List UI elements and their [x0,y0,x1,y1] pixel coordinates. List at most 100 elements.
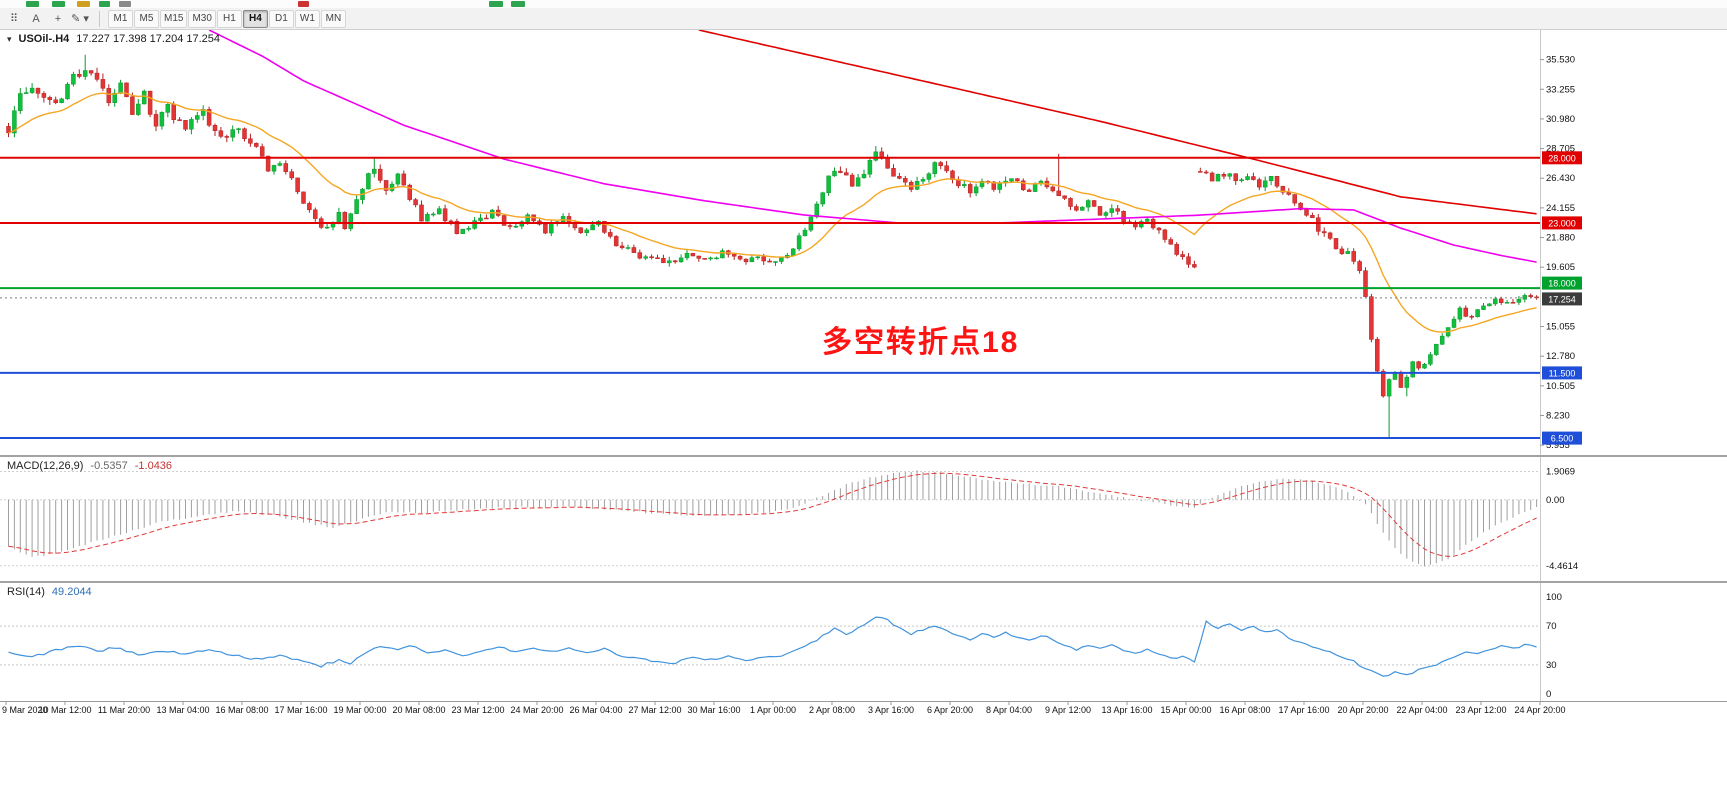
time-label: 9 Mar 2020 [2,705,48,715]
candle-body [242,128,247,139]
time-label: 17 Apr 16:00 [1278,705,1329,715]
price-tag-11.500-text: 11.500 [1549,368,1576,378]
candle-body [1050,186,1056,192]
candle-body [82,70,88,77]
toolbar-divider [99,10,100,27]
candle-body [749,257,755,263]
time-label: 8 Apr 04:00 [986,705,1032,715]
candle-body [112,92,117,103]
chart-area: 35.530 33.255 30.980 28.705 26.430 24.155 21.8… [0,30,1727,717]
tf-button-M30[interactable]: M30 [188,9,216,28]
candle-body [283,163,289,172]
candle-body [336,212,342,224]
tf-button-M5[interactable]: M5 [134,9,159,28]
main-price-chart[interactable]: 35.530 33.255 30.980 28.705 26.430 24.155 21.8… [0,30,1727,455]
candle-body [431,213,436,216]
candle-body [1068,198,1073,207]
draw-tools-dropdown-icon[interactable]: ✎ ▾ [69,10,91,28]
candle-body [1268,176,1274,182]
macd-name: MACD(12,26,9) [7,460,84,472]
tf-button-H4[interactable]: H4 [242,9,268,28]
candle-body [1410,361,1415,378]
time-label: 22 Apr 04:00 [1396,705,1447,715]
candle-body [1345,251,1351,254]
candle-body [1422,364,1427,369]
time-label: 1 Apr 00:00 [750,705,796,715]
macd-main-value: -0.5357 [90,460,128,472]
candle-body [920,179,926,182]
candle-body [124,82,129,98]
candle-body [1375,339,1380,372]
candle-body [372,168,377,174]
candle-body [578,227,584,233]
candle-body [1257,179,1262,188]
candle-body [484,217,489,220]
panel-separator-rsi[interactable] [0,581,1727,583]
candle-body [65,83,70,100]
candle-body [1310,215,1315,219]
candle-body [1262,180,1268,188]
clipped-icon [119,1,131,7]
crosshair-tool-icon[interactable]: + [47,10,69,28]
symbol-dropdown-icon[interactable]: ▾ [7,33,12,44]
timeframe-switcher: M1 M5 M15 M30 H1 H4 D1 W1 MN [108,9,347,28]
candle-body [962,184,967,187]
rsi-panel[interactable]: 100 70 30 0 [0,583,1727,701]
candle-body [35,87,41,94]
price-axis-label: 10.505 [1546,381,1575,392]
symbol-period-label: USOil-.H4 [18,33,70,45]
candle-body [1404,376,1410,388]
candle-body [71,74,76,85]
price-axis-label: 33.255 [1546,84,1575,95]
panel-separator-macd[interactable] [0,455,1727,457]
price-tag-18.000 [1542,276,1582,290]
candle-body [1274,176,1280,187]
candle-body [271,165,277,172]
candle-body [779,257,784,262]
candle-body [259,146,265,157]
candle-body [932,162,938,174]
macd-axis-label: 1.9069 [1546,467,1575,478]
tf-button-M15[interactable]: M15 [160,9,188,28]
price-tag-6.500 [1542,431,1582,445]
tf-button-H1[interactable]: H1 [216,9,242,28]
candle-body [301,191,306,204]
candle-body [1463,307,1469,317]
price-axis-label: 28.705 [1546,144,1575,155]
toolbar-gripper-icon[interactable]: ⠿ [3,10,25,28]
price-tag-28.000-text: 28.000 [1548,153,1576,163]
tf-button-MN[interactable]: MN [320,9,346,28]
candle-body [802,229,808,236]
candle-body [466,228,471,230]
tf-button-M1[interactable]: M1 [108,9,133,28]
candle-body [897,176,902,179]
tf-button-W1[interactable]: W1 [294,9,320,28]
time-label: 15 Apr 00:00 [1160,705,1211,715]
candle-body [549,222,554,234]
chart-annotation-text[interactable]: 多空转折点18 [822,326,1020,359]
candle-body [1321,231,1327,234]
ma-slow-line [698,30,1537,215]
candle-body [47,97,53,100]
time-label: 24 Mar 20:00 [510,705,563,715]
text-tool-icon[interactable]: A [25,10,47,28]
price-tag-23.000 [1542,216,1582,230]
candle-body [295,177,300,193]
candle-body [720,250,725,259]
macd-panel[interactable]: 1.9069 0.00 -4.4614 [0,457,1727,581]
candle-body [643,256,648,259]
clipped-icon [489,1,503,7]
tf-button-D1[interactable]: D1 [268,9,294,28]
candle-body [59,98,64,103]
candle-body [613,236,619,247]
candle-body [419,204,424,222]
macd-axis-label: 0.00 [1546,495,1565,506]
candle-body [1245,176,1250,180]
candle-body [130,96,135,115]
price-axis-label: 5.955 [1546,440,1570,451]
candle-body [407,184,412,200]
candle-body [41,93,47,98]
candle-body [189,119,194,130]
candle-body [1363,270,1368,297]
